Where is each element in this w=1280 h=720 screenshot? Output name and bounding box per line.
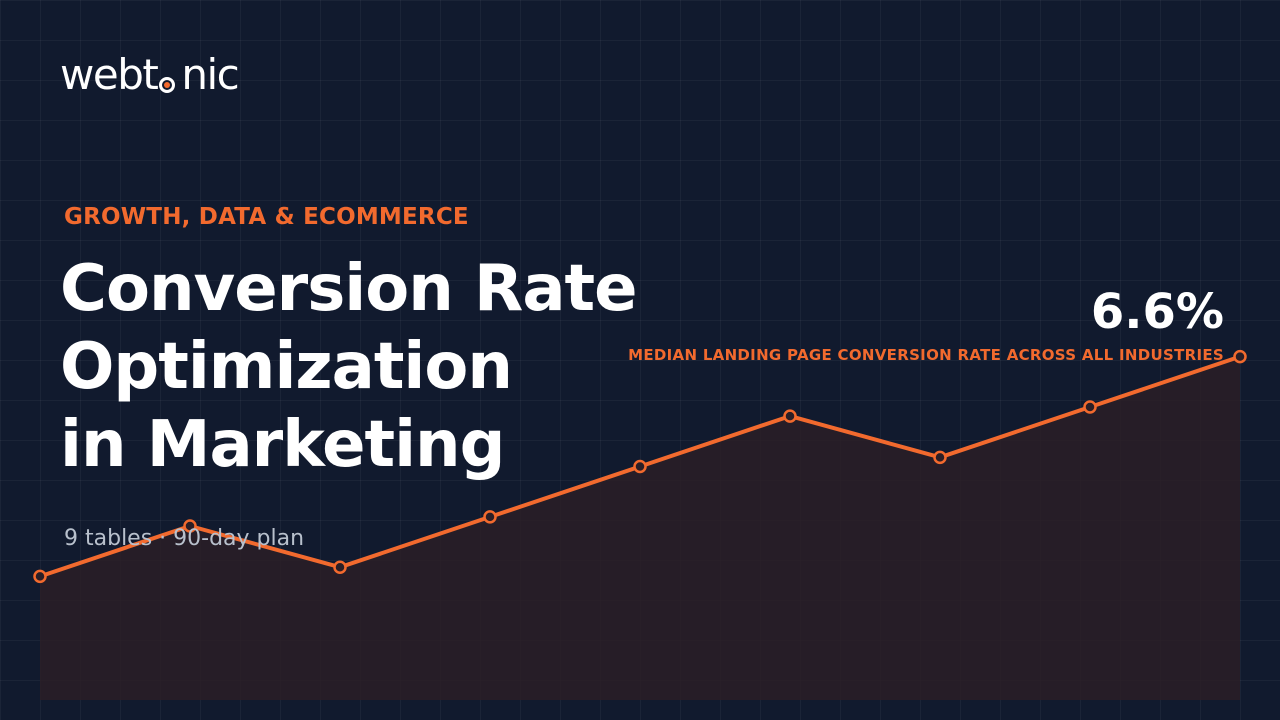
- logo-o-ring-icon: [158, 66, 180, 96]
- trend-point-3: [333, 560, 347, 574]
- title-line-1: Conversion Rate: [60, 252, 637, 326]
- trend-point-7: [933, 450, 947, 465]
- trend-point-2: [183, 519, 197, 533]
- title-line-3: in Marketing: [60, 408, 505, 482]
- trend-point-6: [783, 409, 797, 423]
- trend-points: [33, 349, 1247, 584]
- logo-text-end: nic: [181, 50, 239, 99]
- trend-area-fill: [40, 356, 1240, 700]
- trend-point-1: [33, 569, 47, 584]
- title-line-2: Optimization: [60, 330, 513, 404]
- trend-point-9: [1233, 349, 1247, 364]
- subtitle: 9 tables · 90-day plan: [64, 526, 305, 551]
- stat-label: MEDIAN LANDING PAGE CONVERSION RATE ACRO…: [628, 346, 1224, 364]
- webtonic-logo: webt nic: [60, 48, 240, 99]
- trend-point-4: [483, 510, 497, 524]
- category-eyebrow: GROWTH, DATA & ECOMMERCE: [64, 204, 469, 230]
- stat-value: 6.6%: [1090, 284, 1224, 340]
- page-title: Conversion Rate Optimization in Marketin…: [60, 250, 680, 484]
- logo-text-start: webt: [60, 50, 159, 99]
- trend-point-8: [1083, 400, 1097, 414]
- trend-point-5: [633, 459, 647, 474]
